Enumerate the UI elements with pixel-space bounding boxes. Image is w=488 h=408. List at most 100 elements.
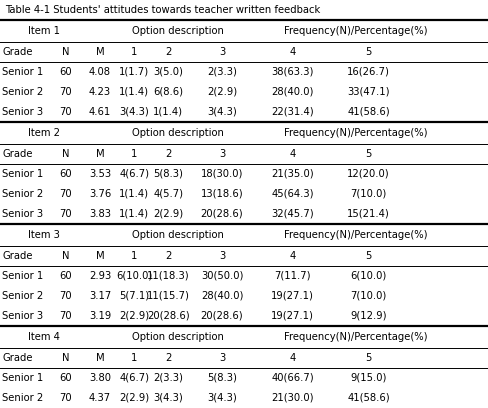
Text: 1(1.7): 1(1.7) <box>119 67 149 77</box>
Text: 1: 1 <box>131 47 138 57</box>
Text: 15(21.4): 15(21.4) <box>347 208 390 219</box>
Text: 6(10.0): 6(10.0) <box>116 271 152 281</box>
Text: 45(64.3): 45(64.3) <box>271 188 314 199</box>
Text: 70: 70 <box>60 310 72 321</box>
Text: 11(18.3): 11(18.3) <box>147 271 190 281</box>
Text: 3(4.3): 3(4.3) <box>207 106 237 117</box>
Text: Frequency(N)/Percentage(%): Frequency(N)/Percentage(%) <box>285 26 428 35</box>
Text: 38(63.3): 38(63.3) <box>272 67 314 77</box>
Text: Option description: Option description <box>132 332 224 341</box>
Text: Senior 2: Senior 2 <box>2 188 44 199</box>
Text: 60: 60 <box>60 373 72 383</box>
Text: 1(1.4): 1(1.4) <box>119 208 149 219</box>
Text: 4: 4 <box>290 251 296 261</box>
Text: 4.37: 4.37 <box>89 392 111 403</box>
Text: Frequency(N)/Percentage(%): Frequency(N)/Percentage(%) <box>285 128 428 137</box>
Text: 4(6.7): 4(6.7) <box>119 169 149 179</box>
Text: 3.17: 3.17 <box>89 290 111 301</box>
Text: 2: 2 <box>165 149 172 159</box>
Text: 5(7.1): 5(7.1) <box>119 290 149 301</box>
Text: 4(6.7): 4(6.7) <box>119 373 149 383</box>
Text: 3: 3 <box>219 47 225 57</box>
Text: 3: 3 <box>219 251 225 261</box>
Text: 33(47.1): 33(47.1) <box>347 86 390 97</box>
Text: Senior 2: Senior 2 <box>2 392 44 403</box>
Text: Senior 1: Senior 1 <box>2 169 44 179</box>
Text: M: M <box>96 251 104 261</box>
Text: Senior 2: Senior 2 <box>2 290 44 301</box>
Text: Item 2: Item 2 <box>28 128 60 137</box>
Text: 4.08: 4.08 <box>89 67 111 77</box>
Text: 6(10.0): 6(10.0) <box>350 271 386 281</box>
Text: 41(58.6): 41(58.6) <box>347 106 390 117</box>
Text: 4.61: 4.61 <box>89 106 111 117</box>
Text: 21(30.0): 21(30.0) <box>271 392 314 403</box>
Text: 4: 4 <box>290 149 296 159</box>
Text: 2.93: 2.93 <box>89 271 111 281</box>
Text: M: M <box>96 353 104 363</box>
Text: Grade: Grade <box>2 149 33 159</box>
Text: Senior 3: Senior 3 <box>2 310 43 321</box>
Text: N: N <box>62 251 70 261</box>
Text: 2(2.9): 2(2.9) <box>153 208 183 219</box>
Text: 19(27.1): 19(27.1) <box>271 310 314 321</box>
Text: Item 3: Item 3 <box>28 230 60 239</box>
Text: 28(40.0): 28(40.0) <box>272 86 314 97</box>
Text: 13(18.6): 13(18.6) <box>201 188 244 199</box>
Text: 2: 2 <box>165 353 172 363</box>
Text: 19(27.1): 19(27.1) <box>271 290 314 301</box>
Text: 1(1.4): 1(1.4) <box>119 86 149 97</box>
Text: 4: 4 <box>290 47 296 57</box>
Text: 1: 1 <box>131 251 138 261</box>
Text: 40(66.7): 40(66.7) <box>271 373 314 383</box>
Text: 3: 3 <box>219 149 225 159</box>
Text: 3(4.3): 3(4.3) <box>120 106 149 117</box>
Text: N: N <box>62 353 70 363</box>
Text: Item 4: Item 4 <box>28 332 60 341</box>
Text: 6(8.6): 6(8.6) <box>153 86 183 97</box>
Text: 5: 5 <box>365 251 372 261</box>
Text: 5(8.3): 5(8.3) <box>153 169 183 179</box>
Text: 2: 2 <box>165 47 172 57</box>
Text: 2(3.3): 2(3.3) <box>153 373 183 383</box>
Text: 3.76: 3.76 <box>89 188 111 199</box>
Text: 2(3.3): 2(3.3) <box>207 67 237 77</box>
Text: 41(58.6): 41(58.6) <box>347 392 390 403</box>
Text: 9(12.9): 9(12.9) <box>350 310 386 321</box>
Text: Option description: Option description <box>132 128 224 137</box>
Text: 1(1.4): 1(1.4) <box>119 188 149 199</box>
Text: Option description: Option description <box>132 230 224 239</box>
Text: 20(28.6): 20(28.6) <box>147 310 190 321</box>
Text: Item 1: Item 1 <box>28 26 60 35</box>
Text: 21(35.0): 21(35.0) <box>271 169 314 179</box>
Text: 7(10.0): 7(10.0) <box>350 290 386 301</box>
Text: 3.83: 3.83 <box>89 208 111 219</box>
Text: Senior 1: Senior 1 <box>2 373 44 383</box>
Text: Frequency(N)/Percentage(%): Frequency(N)/Percentage(%) <box>285 230 428 239</box>
Text: 70: 70 <box>60 86 72 97</box>
Text: 3(4.3): 3(4.3) <box>207 392 237 403</box>
Text: Option description: Option description <box>132 26 224 35</box>
Text: 20(28.6): 20(28.6) <box>201 310 244 321</box>
Text: 7(11.7): 7(11.7) <box>275 271 311 281</box>
Text: 4: 4 <box>290 353 296 363</box>
Text: 60: 60 <box>60 169 72 179</box>
Text: 1(1.4): 1(1.4) <box>153 106 183 117</box>
Text: 70: 70 <box>60 106 72 117</box>
Text: 3.53: 3.53 <box>89 169 111 179</box>
Text: 5(8.3): 5(8.3) <box>207 373 237 383</box>
Text: 70: 70 <box>60 290 72 301</box>
Text: 4(5.7): 4(5.7) <box>153 188 183 199</box>
Text: 3: 3 <box>219 353 225 363</box>
Text: 2(2.9): 2(2.9) <box>119 392 149 403</box>
Text: 1: 1 <box>131 353 138 363</box>
Text: 2(2.9): 2(2.9) <box>119 310 149 321</box>
Text: Senior 1: Senior 1 <box>2 271 44 281</box>
Text: 60: 60 <box>60 67 72 77</box>
Text: Senior 3: Senior 3 <box>2 208 43 219</box>
Text: 3.19: 3.19 <box>89 310 111 321</box>
Text: 5: 5 <box>365 353 372 363</box>
Text: Senior 2: Senior 2 <box>2 86 44 97</box>
Text: 2: 2 <box>165 251 172 261</box>
Text: 16(26.7): 16(26.7) <box>347 67 390 77</box>
